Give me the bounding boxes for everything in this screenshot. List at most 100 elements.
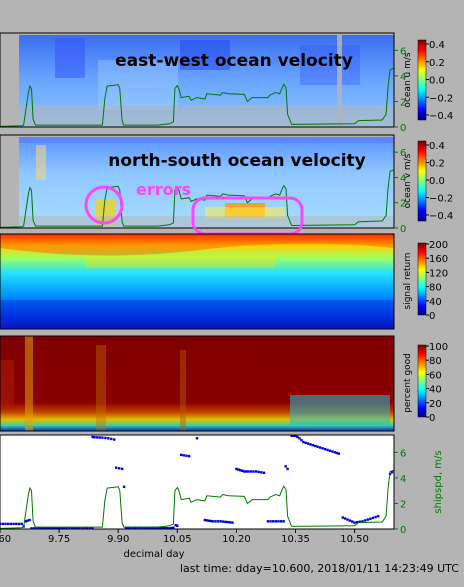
- right-axis-tick-label: 6: [400, 148, 406, 159]
- right-axis-tick-label: 0: [400, 123, 406, 134]
- heading-dot: [77, 527, 80, 529]
- heading-dot: [343, 517, 347, 520]
- heading-dot: [302, 440, 305, 444]
- colorbar-tick-label: 80: [429, 356, 442, 367]
- heading-dot: [335, 451, 339, 455]
- errors-annotation: errors: [136, 180, 191, 199]
- heading-dot: [249, 470, 253, 473]
- heading-dot: [163, 526, 166, 529]
- right-axis-tick-label: 2: [400, 199, 406, 210]
- heading-dot: [60, 527, 63, 529]
- heading-dot: [176, 524, 179, 528]
- heading-dot: [55, 527, 58, 529]
- heading-dot: [156, 526, 159, 529]
- heading-dot: [228, 521, 232, 524]
- colorbar-tick-label: 120: [429, 268, 448, 279]
- colorbar-tick-label: 0.0: [429, 176, 445, 187]
- heading-dot: [300, 438, 303, 442]
- heading-dot: [185, 454, 188, 457]
- colorbar-tick-label: 100: [429, 342, 448, 353]
- heading-dot: [252, 470, 255, 473]
- heading-dot: [304, 441, 307, 445]
- heading-dot: [279, 520, 283, 523]
- heading-dot: [67, 527, 71, 529]
- shipspd-line: [0, 469, 394, 529]
- colorbar-tick-label: 20: [429, 399, 442, 410]
- heading-dot: [254, 470, 258, 473]
- heading-dot: [180, 453, 183, 457]
- heading-dot: [369, 517, 372, 520]
- heading-dot: [128, 526, 132, 529]
- panel-percent-good: 100 80 60 40 20 0 percent good: [0, 335, 448, 432]
- heading-dot: [216, 520, 220, 523]
- heading-dot: [351, 520, 354, 523]
- heading-dot: [91, 527, 94, 529]
- heading-dot: [28, 518, 31, 522]
- heading-dot: [9, 522, 13, 526]
- v-colorbar: [417, 140, 427, 222]
- u-colorbar-label: ocean u m/s: [403, 52, 413, 107]
- heading-dot: [333, 451, 337, 454]
- heading-dot: [390, 470, 394, 474]
- heading-dot: [126, 526, 130, 529]
- heading-dot: [282, 520, 285, 523]
- heading-dot: [158, 526, 162, 529]
- heading-dot: [165, 527, 169, 529]
- heading-dot: [247, 470, 250, 473]
- u-colorbar: [417, 39, 427, 121]
- pg-axes-frame: [0, 335, 395, 432]
- colorbar-tick-label: 80: [429, 283, 442, 294]
- x-tick-label: 9.75: [48, 534, 70, 545]
- heading-dot: [214, 520, 217, 523]
- heading-dot: [26, 519, 29, 522]
- heading-dot: [241, 469, 244, 473]
- heading-dot: [221, 520, 225, 523]
- heading-dot: [284, 465, 287, 468]
- heading-dot: [321, 447, 324, 450]
- x-tick-label: 10.20: [222, 534, 251, 545]
- v-axes-frame: [0, 134, 395, 229]
- heading-dot: [371, 516, 375, 520]
- panel-signal-return: 200 160 120 80 40 0 signal return: [0, 233, 448, 330]
- x-tick-label: 9.90: [107, 534, 129, 545]
- heading-dot: [353, 521, 356, 524]
- x-tick-label: 10.50: [340, 534, 369, 545]
- heading-dot: [113, 438, 116, 441]
- heading-dot: [296, 435, 299, 439]
- heading-dot: [318, 446, 322, 449]
- heading-dot: [316, 445, 319, 448]
- heading-dot: [219, 520, 222, 523]
- heading-dot: [323, 447, 327, 451]
- shipspd-axes-frame: [0, 434, 395, 530]
- v-colorbar-label: ocean v m/s: [403, 153, 413, 208]
- colorbar-tick-label: 0: [429, 413, 435, 424]
- colorbar-tick-label: −0.4: [429, 211, 453, 222]
- heading-dot: [110, 437, 113, 441]
- heading-dot: [209, 519, 212, 523]
- heading-dot: [328, 449, 332, 452]
- heading-dot: [0, 522, 2, 526]
- heading-dot: [290, 435, 293, 437]
- heading-dot: [211, 520, 214, 523]
- signal-field: [0, 234, 394, 329]
- pg-colorbar-ticks: 100 80 60 40 20 0: [426, 342, 448, 424]
- heading-dot: [292, 435, 295, 437]
- heading-dot: [40, 527, 44, 529]
- pg-colorbar-label: percent good: [403, 353, 413, 413]
- heading-dot: [52, 527, 56, 529]
- heading-dot: [57, 527, 61, 529]
- shipspd-ylabel: shipspd, m/s: [433, 450, 444, 513]
- u-colorbar-ticks: 0.4 0.2 0.0 −0.2 −0.4: [426, 40, 453, 122]
- colorbar-tick-label: 0.0: [429, 76, 445, 87]
- heading-dot: [174, 523, 177, 527]
- heading-dot: [266, 520, 270, 523]
- heading-dot: [298, 437, 301, 440]
- v-right-axis: 6 4 2 0: [394, 148, 406, 235]
- heading-dot: [271, 520, 275, 523]
- colorbar-tick-label: 0: [429, 311, 435, 322]
- heading-dot: [85, 527, 89, 529]
- heading-dot: [346, 518, 349, 521]
- heading-dot: [172, 526, 175, 529]
- heading-dot: [153, 526, 157, 529]
